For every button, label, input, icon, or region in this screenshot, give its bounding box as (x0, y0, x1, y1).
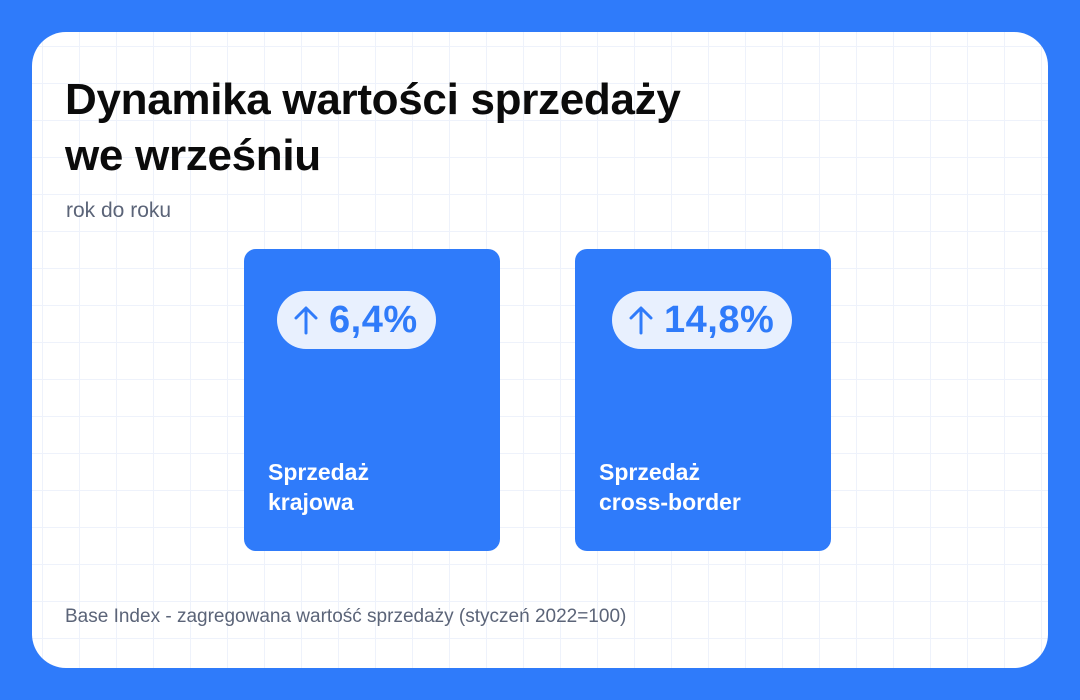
growth-value: 6,4% (329, 298, 418, 341)
title-line-2: we wrześniu (65, 131, 321, 180)
growth-badge: 14,8% (612, 291, 793, 349)
tile-label: Sprzedaż cross-border (599, 457, 741, 517)
tile-label: Sprzedaż krajowa (268, 457, 369, 517)
arrow-up-icon (629, 306, 653, 335)
tile-label-line-1: Sprzedaż (268, 459, 369, 485)
subtitle: rok do roku (66, 199, 172, 222)
growth-badge: 6,4% (277, 291, 436, 349)
tile-label-line-1: Sprzedaż (599, 459, 700, 485)
growth-value: 14,8% (664, 298, 775, 341)
tile-domestic-sales: 6,4% Sprzedaż krajowa (244, 249, 500, 551)
page-title: Dynamika wartości sprzedaży we wrześniu (65, 72, 965, 184)
infographic-card: Dynamika wartości sprzedaży we wrześniu … (32, 32, 1048, 668)
tile-cross-border-sales: 14,8% Sprzedaż cross-border (575, 249, 831, 551)
title-line-1: Dynamika wartości sprzedaży (65, 75, 681, 124)
footnote: Base Index - zagregowana wartość sprzeda… (65, 606, 627, 627)
tile-label-line-2: krajowa (268, 489, 354, 515)
tile-label-line-2: cross-border (599, 489, 741, 515)
arrow-up-icon (294, 306, 318, 335)
